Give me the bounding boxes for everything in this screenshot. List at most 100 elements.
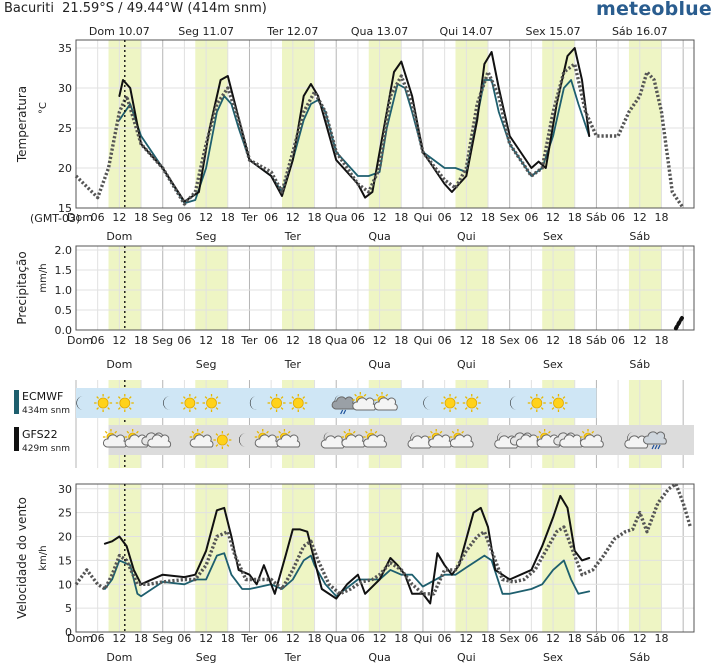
location-coords: 21.59°S / 49.44°W (414m snm) (62, 1, 267, 16)
x-hour-label: 18 (481, 334, 495, 347)
daylight-band (195, 246, 228, 330)
brand-logo[interactable]: meteoblue (595, 0, 712, 20)
x-hour-label: 06 (351, 211, 365, 224)
y-tick-label: 30 (58, 483, 72, 496)
day-name-label: Sex (543, 651, 564, 664)
x-hour-label: 18 (568, 632, 582, 645)
x-hour-label: 06 (438, 632, 452, 645)
x-hour-label: 12 (373, 334, 387, 347)
x-hour-label: 06 (177, 334, 191, 347)
x-hour-label: 06 (611, 334, 625, 347)
series-line-ecmwf (104, 552, 591, 598)
x-hour-label: 06 (91, 632, 105, 645)
day-name-label: Ter (284, 230, 302, 243)
x-hour-label: 06 (91, 334, 105, 347)
x-hour-label: 06 (264, 632, 278, 645)
day-name-label: Sáb (629, 358, 650, 371)
day-name-label: Sex (543, 358, 564, 371)
location-name: Bacuriti (4, 1, 54, 16)
plot-frame (75, 39, 695, 209)
day-name-label: Qui (457, 358, 476, 371)
x-hour-label: 12 (633, 334, 647, 347)
x-hour-label: 12 (199, 334, 213, 347)
daylight-band (542, 246, 575, 330)
daylight-band (368, 484, 402, 632)
sun-icon (180, 394, 199, 412)
daylight-band (542, 484, 575, 632)
day-name-label: Dom (106, 651, 132, 664)
x-day-label: Ter (240, 334, 258, 347)
x-day-label: Sex (500, 632, 521, 645)
day-name-label: Sex (543, 230, 564, 243)
day-header: Seg 11.07 (178, 25, 234, 38)
x-hour-label: 12 (633, 211, 647, 224)
y-tick-label: 0.0 (55, 324, 73, 337)
x-day-label: Ter (240, 632, 258, 645)
x-hour-label: 12 (286, 334, 300, 347)
x-hour-label: 18 (308, 334, 322, 347)
x-hour-label: 18 (568, 334, 582, 347)
x-hour-label: 18 (134, 334, 148, 347)
day-header: Qui 14.07 (439, 25, 493, 38)
day-name-label: Seg (196, 230, 217, 243)
x-hour-label: 12 (546, 334, 560, 347)
x-hour-label: 12 (546, 632, 560, 645)
partly-cloudy-icon (189, 429, 214, 448)
day-name-label: Qua (368, 651, 390, 664)
sun-icon (289, 394, 308, 412)
daylight-band (108, 484, 142, 632)
x-hour-label: 06 (264, 211, 278, 224)
day-name-label: Qui (457, 230, 476, 243)
partly-cloudy-icon (580, 429, 604, 448)
x-day-label: Qua (325, 211, 347, 224)
partly-cloudy-icon (374, 392, 398, 411)
x-day-label: Sex (500, 211, 521, 224)
x-hour-label: 18 (394, 211, 408, 224)
x-hour-label: 18 (394, 632, 408, 645)
x-hour-label: 06 (91, 211, 105, 224)
sun-icon (441, 394, 460, 412)
x-day-label: Seg (152, 632, 173, 645)
sun-icon (115, 394, 134, 412)
daylight-band (628, 40, 662, 208)
x-hour-label: 18 (654, 334, 668, 347)
axis-unit: mm/h (38, 263, 49, 292)
day-header: Sex 15.07 (526, 25, 581, 38)
location-title: Bacuriti 21.59°S / 49.44°W (414m snm) (4, 1, 267, 16)
day-name-label: Sáb (629, 651, 650, 664)
daylight-band (542, 40, 575, 208)
day-header: Ter 12.07 (266, 25, 318, 38)
series-line-mean (74, 482, 693, 596)
y-tick-label: 15 (58, 202, 72, 215)
x-hour-label: 06 (177, 211, 191, 224)
sun-icon (213, 431, 232, 449)
y-tick-label: 10 (58, 578, 72, 591)
x-day-label: Qua (325, 334, 347, 347)
y-tick-label: 25 (58, 122, 72, 135)
x-day-label: Dom (67, 211, 93, 224)
x-day-label: Qua (325, 632, 347, 645)
partly-cloudy-icon (276, 429, 301, 448)
sun-icon (94, 394, 113, 412)
day-name-label: Sáb (629, 230, 650, 243)
daylight-band (628, 484, 662, 632)
series-line-ecmwf (118, 79, 591, 205)
x-day-label: Seg (152, 211, 173, 224)
x-hour-label: 12 (459, 211, 473, 224)
sun-icon (549, 394, 568, 412)
gfs-model-elev: 429m snm (22, 444, 70, 454)
x-hour-label: 18 (221, 334, 235, 347)
x-hour-label: 12 (633, 632, 647, 645)
daylight-band (282, 246, 315, 330)
partly-cloudy-icon (124, 429, 149, 448)
partly-cloudy-icon (341, 429, 366, 448)
x-hour-label: 12 (199, 211, 213, 224)
x-hour-label: 12 (373, 632, 387, 645)
axis-title: Precipitação (15, 251, 29, 324)
daylight-band (368, 246, 402, 330)
x-hour-label: 06 (611, 632, 625, 645)
y-tick-label: 20 (58, 531, 72, 544)
timezone-label: (GMT-03) (30, 212, 80, 225)
x-hour-label: 06 (438, 211, 452, 224)
